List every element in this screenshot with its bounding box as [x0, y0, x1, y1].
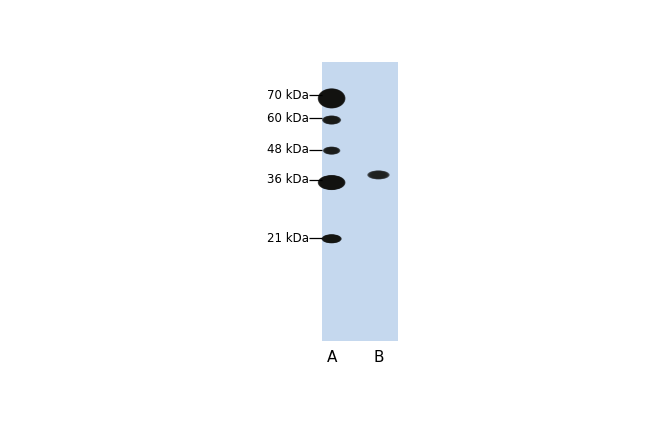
Ellipse shape — [318, 89, 345, 108]
Ellipse shape — [320, 176, 343, 189]
Ellipse shape — [322, 116, 341, 124]
Ellipse shape — [320, 90, 343, 107]
Ellipse shape — [322, 234, 342, 243]
Ellipse shape — [322, 235, 341, 243]
Text: 60 kDa: 60 kDa — [267, 112, 309, 125]
Ellipse shape — [370, 172, 387, 178]
Ellipse shape — [318, 89, 345, 108]
Ellipse shape — [318, 175, 345, 190]
Ellipse shape — [318, 175, 344, 190]
Ellipse shape — [320, 90, 343, 107]
Ellipse shape — [324, 235, 339, 242]
Ellipse shape — [323, 116, 340, 124]
Ellipse shape — [369, 171, 389, 179]
Text: 48 kDa: 48 kDa — [267, 143, 309, 156]
Ellipse shape — [324, 116, 339, 124]
Ellipse shape — [325, 147, 338, 154]
Ellipse shape — [322, 177, 341, 188]
Ellipse shape — [322, 115, 341, 124]
Ellipse shape — [324, 147, 339, 154]
Ellipse shape — [322, 235, 341, 243]
Ellipse shape — [325, 235, 339, 242]
Ellipse shape — [322, 235, 341, 243]
Ellipse shape — [324, 147, 339, 154]
Ellipse shape — [323, 235, 341, 243]
Text: 36 kDa: 36 kDa — [267, 173, 309, 186]
Ellipse shape — [318, 175, 345, 190]
Ellipse shape — [324, 235, 339, 242]
Ellipse shape — [368, 171, 389, 179]
Ellipse shape — [319, 176, 344, 190]
Text: B: B — [373, 350, 384, 365]
Ellipse shape — [324, 147, 339, 154]
Ellipse shape — [320, 176, 343, 189]
Ellipse shape — [318, 89, 344, 108]
Ellipse shape — [324, 116, 339, 124]
Text: A: A — [326, 350, 337, 365]
Ellipse shape — [324, 116, 339, 124]
Ellipse shape — [367, 170, 390, 179]
Bar — [322, 62, 398, 341]
Ellipse shape — [325, 147, 338, 154]
Ellipse shape — [323, 116, 340, 124]
Ellipse shape — [370, 171, 387, 178]
Ellipse shape — [323, 147, 340, 155]
Ellipse shape — [324, 235, 339, 242]
Ellipse shape — [320, 89, 344, 107]
Text: 70 kDa: 70 kDa — [267, 89, 309, 102]
Ellipse shape — [322, 91, 342, 106]
Ellipse shape — [323, 146, 341, 155]
Ellipse shape — [322, 91, 341, 106]
Ellipse shape — [319, 89, 344, 108]
Ellipse shape — [367, 171, 389, 179]
Ellipse shape — [369, 171, 388, 179]
Ellipse shape — [321, 177, 342, 189]
Ellipse shape — [324, 147, 339, 154]
Ellipse shape — [321, 90, 342, 107]
Ellipse shape — [320, 176, 344, 189]
Ellipse shape — [325, 117, 339, 124]
Ellipse shape — [324, 147, 340, 154]
Ellipse shape — [322, 177, 342, 188]
Ellipse shape — [369, 171, 387, 179]
Ellipse shape — [323, 235, 340, 243]
Ellipse shape — [322, 116, 341, 124]
Ellipse shape — [369, 171, 388, 179]
Text: 21 kDa: 21 kDa — [267, 232, 309, 245]
